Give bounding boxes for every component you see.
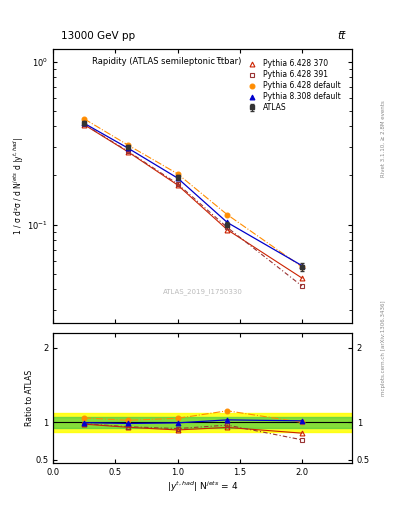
X-axis label: $|y^{t,had}|$ N$^{jets}$ = 4: $|y^{t,had}|$ N$^{jets}$ = 4 bbox=[167, 480, 238, 495]
Pythia 6.428 default bbox=[299, 264, 304, 270]
Pythia 8.308 default bbox=[225, 220, 230, 226]
Pythia 6.428 370 bbox=[82, 122, 86, 128]
Line: Pythia 6.428 default: Pythia 6.428 default bbox=[82, 116, 305, 269]
Pythia 6.428 391 bbox=[175, 181, 180, 187]
Legend: Pythia 6.428 370, Pythia 6.428 391, Pythia 6.428 default, Pythia 8.308 default, : Pythia 6.428 370, Pythia 6.428 391, Pyth… bbox=[243, 58, 342, 114]
Pythia 6.428 default bbox=[125, 142, 130, 148]
Text: Rapidity (ATLAS semileptonic t̅tbar): Rapidity (ATLAS semileptonic t̅tbar) bbox=[92, 57, 241, 66]
Pythia 6.428 391 bbox=[125, 148, 130, 154]
Line: Pythia 6.428 391: Pythia 6.428 391 bbox=[82, 122, 305, 288]
Pythia 6.428 default bbox=[225, 211, 230, 218]
Pythia 6.428 default bbox=[175, 170, 180, 177]
Text: tt̅: tt̅ bbox=[338, 31, 346, 41]
Y-axis label: 1 / σ d²σ / d N$^{jets}$ d |y$^{t,had}$|: 1 / σ d²σ / d N$^{jets}$ d |y$^{t,had}$| bbox=[12, 137, 26, 235]
Pythia 8.308 default bbox=[175, 175, 180, 181]
Pythia 6.428 370 bbox=[125, 148, 130, 155]
Text: 13000 GeV pp: 13000 GeV pp bbox=[61, 31, 135, 41]
Text: Rivet 3.1.10, ≥ 2.8M events: Rivet 3.1.10, ≥ 2.8M events bbox=[381, 100, 386, 177]
Y-axis label: Ratio to ATLAS: Ratio to ATLAS bbox=[25, 370, 34, 426]
Bar bbox=[53, 413, 352, 432]
Pythia 6.428 default bbox=[82, 116, 86, 122]
Pythia 6.428 370 bbox=[225, 227, 230, 233]
Pythia 6.428 391 bbox=[225, 224, 230, 230]
Text: ATLAS_2019_I1750330: ATLAS_2019_I1750330 bbox=[162, 289, 242, 295]
Pythia 8.308 default bbox=[82, 120, 86, 126]
Pythia 8.308 default bbox=[125, 145, 130, 151]
Pythia 6.428 391 bbox=[299, 283, 304, 289]
Pythia 6.428 370 bbox=[175, 182, 180, 188]
Line: Pythia 6.428 370: Pythia 6.428 370 bbox=[82, 122, 305, 281]
Pythia 6.428 391 bbox=[82, 121, 86, 127]
Pythia 8.308 default bbox=[299, 263, 304, 269]
Bar bbox=[53, 417, 352, 428]
Line: Pythia 8.308 default: Pythia 8.308 default bbox=[82, 121, 305, 268]
Pythia 6.428 370 bbox=[299, 275, 304, 281]
Text: mcplots.cern.ch [arXiv:1306.3436]: mcplots.cern.ch [arXiv:1306.3436] bbox=[381, 301, 386, 396]
